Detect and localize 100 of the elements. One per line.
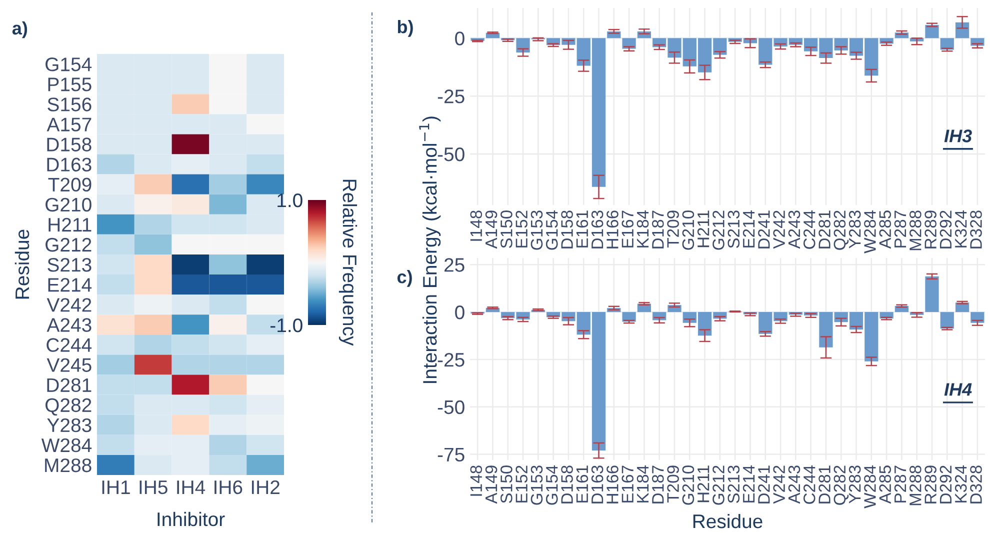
x-tick-label: K324 xyxy=(954,210,967,248)
x-tick-label: S213 xyxy=(728,210,740,248)
x-tick-label: E152 xyxy=(516,466,528,502)
x-tick-label: H166 xyxy=(606,210,618,248)
y-tick-label: T209 xyxy=(48,178,92,192)
annotation: IH4 xyxy=(944,383,972,396)
x-tick-label: D281 xyxy=(818,466,830,504)
x-tick-label: Y283 xyxy=(848,466,861,504)
y-tick-label: G210 xyxy=(46,198,92,212)
x-tick-label: E214 xyxy=(742,210,755,248)
x-tick-label: S150 xyxy=(500,466,512,504)
x-tick-label: A243 xyxy=(788,466,800,504)
x-tick-label: D328 xyxy=(970,466,982,504)
x-tick-label: D163 xyxy=(591,466,604,504)
x-tick-label: D187 xyxy=(652,210,664,248)
x-tick-label: D187 xyxy=(652,466,664,504)
y-tick-label: Q282 xyxy=(45,398,92,416)
x-tick-label: D241 xyxy=(758,210,770,248)
x-tick-label: E161 xyxy=(576,466,588,502)
y-tick-label: 0 xyxy=(455,32,464,46)
x-tick-label: T209 xyxy=(667,210,679,248)
y-tick-label: S213 xyxy=(48,258,92,272)
color-bar-label: 1.0 xyxy=(278,193,302,208)
x-tick-label: IH2 xyxy=(252,480,280,494)
chart-title: a) xyxy=(12,21,28,38)
x-tick-label: T209 xyxy=(667,466,679,502)
x-tick-label: R289 xyxy=(924,210,936,248)
x-tick-label: Q282 xyxy=(834,466,849,505)
x-tick-label: Q282 xyxy=(834,210,849,250)
x-tick-label: D158 xyxy=(561,466,573,504)
x-tick-label: M288 xyxy=(910,466,922,506)
x-tick-label: E214 xyxy=(742,465,755,502)
y-tick-label: A157 xyxy=(46,118,92,132)
x-tick-label: E167 xyxy=(622,210,634,248)
x-tick-label: D281 xyxy=(818,210,830,248)
text: c) xyxy=(397,270,412,287)
x-tick-label: C244 xyxy=(803,465,816,504)
x-tick-label: G212 xyxy=(712,210,724,250)
x-tick-label: P287 xyxy=(894,210,906,248)
y-axis-title: Residue xyxy=(14,230,30,299)
x-tick-label: R289 xyxy=(924,466,936,504)
color-bar-title: Relative Frequency xyxy=(338,180,358,346)
x-axis-title: Residue xyxy=(693,514,762,528)
x-tick-label: A285 xyxy=(879,210,892,249)
x-tick-label: I148 xyxy=(470,466,482,496)
x-tick-label: K184 xyxy=(636,465,649,502)
x-tick-label: W284 xyxy=(864,210,876,254)
y-tick-label: D158 xyxy=(47,138,92,152)
x-tick-label: IH6 xyxy=(214,480,242,494)
y-tick-label: V242 xyxy=(46,298,92,312)
y-tick-label: C244 xyxy=(46,338,92,352)
x-tick-label: D241 xyxy=(758,466,770,504)
x-tick-label: Y283 xyxy=(848,210,861,248)
x-tick-label: H211 xyxy=(697,210,710,248)
y-tick-label: E214 xyxy=(48,278,92,292)
x-tick-label: A149 xyxy=(485,210,498,249)
x-tick-label: H166 xyxy=(606,466,618,504)
x-tick-label: K324 xyxy=(954,465,967,502)
y-tick-label: -25 xyxy=(438,90,464,104)
x-tick-label: G154 xyxy=(546,465,558,505)
annotation: IH3 xyxy=(944,130,972,142)
y-tick-label: A243 xyxy=(46,318,92,332)
x-tick-label: G154 xyxy=(546,210,558,250)
x-tick-label: D328 xyxy=(970,210,982,248)
x-tick-label: E167 xyxy=(622,466,634,502)
x-tick-label: IH1 xyxy=(102,480,130,494)
x-tick-label: E152 xyxy=(516,210,528,248)
x-tick-label: D292 xyxy=(940,466,952,504)
x-tick-label: S150 xyxy=(500,210,512,248)
color-bar-label: -1.0 xyxy=(270,318,302,332)
x-tick-label: K184 xyxy=(636,210,649,248)
y-tick-label: W284 xyxy=(41,438,92,452)
x-axis-title: Inhibitor xyxy=(158,512,225,526)
x-tick-label: D158 xyxy=(561,210,573,248)
x-tick-label: G210 xyxy=(682,210,694,250)
y-tick-label: 0 xyxy=(455,306,464,320)
y-tick-label: D163 xyxy=(47,158,92,172)
x-tick-label: I148 xyxy=(470,210,482,241)
y-tick-label: -50 xyxy=(438,400,464,414)
x-tick-label: V242 xyxy=(773,210,785,249)
y-tick-label: D281 xyxy=(47,378,92,392)
x-tick-label: P287 xyxy=(894,466,906,502)
x-tick-label: A285 xyxy=(879,466,892,504)
y-tick-label: 25 xyxy=(444,258,464,272)
y-tick-label: -75 xyxy=(438,448,464,462)
y-tick-label: G154 xyxy=(46,57,92,72)
x-tick-label: G210 xyxy=(682,466,694,505)
x-tick-label: D163 xyxy=(591,210,604,248)
x-tick-label: D292 xyxy=(940,210,952,248)
x-tick-label: V242 xyxy=(773,466,785,504)
x-tick-label: G153 xyxy=(530,466,543,505)
y-tick-label: V245 xyxy=(46,358,92,372)
text: b) xyxy=(398,20,413,37)
x-tick-label: IH4 xyxy=(177,480,206,494)
x-tick-label: M288 xyxy=(910,210,922,250)
y-tick-label: Y283 xyxy=(47,418,92,432)
x-tick-label: G153 xyxy=(530,210,543,250)
y-tick-label: -25 xyxy=(438,352,464,367)
x-tick-label: W284 xyxy=(864,465,876,508)
y-tick-label: P155 xyxy=(48,78,92,92)
